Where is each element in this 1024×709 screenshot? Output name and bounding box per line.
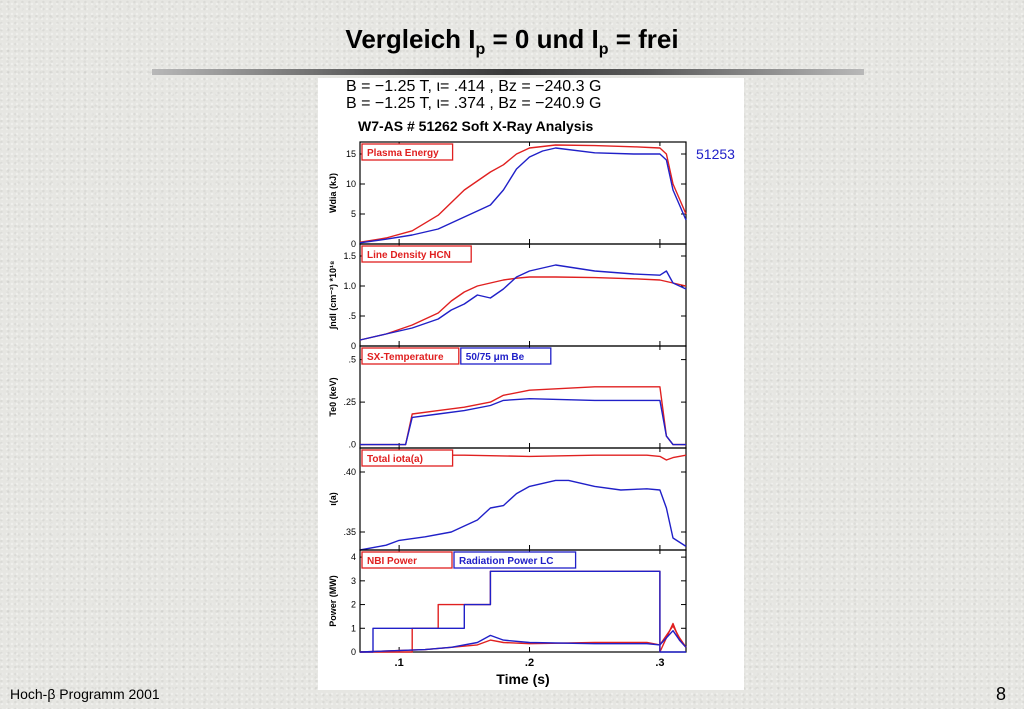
chart-svg: B = −1.25 T, ι= .414 , Bz = −240.3 G B =… [328, 78, 735, 687]
series-line-3-0 [399, 454, 687, 461]
series-line-2-0 [360, 386, 686, 446]
series-line-3-1 [359, 479, 687, 551]
y-tick-label-2-0: .0 [348, 440, 356, 450]
legend-box-0-0 [361, 143, 454, 161]
legend-label-3-0: Total iota(a) [367, 454, 423, 465]
y-axis-label-0: Wdia (kJ) [328, 173, 338, 213]
y-tick-label-3-0: .35 [343, 527, 356, 537]
x-axis-label: Time (s) [496, 671, 549, 687]
series-line-4-1 [360, 570, 686, 653]
y-tick-label-1-2: 1.0 [343, 281, 356, 291]
page-number: 8 [995, 684, 1006, 704]
legend-box-1-0 [361, 245, 472, 263]
y-tick-label-3-1: .40 [343, 467, 356, 477]
x-tick-label-0: .1 [395, 657, 404, 669]
slide-title: Vergleich Ip = 0 und Ip = frei [345, 24, 679, 59]
y-tick-label-4-2: 2 [351, 600, 356, 610]
series-line-1-0 [359, 276, 687, 341]
legend-box-2-0 [361, 347, 460, 365]
y-tick-label-2-1: .25 [343, 397, 356, 407]
legend-label-0-0: Plasma Energy [367, 148, 439, 159]
legend-label-1-0: Line Density HCN [367, 250, 451, 261]
y-tick-label-0-1: 5 [351, 209, 356, 219]
legend-box-4-1 [453, 551, 577, 569]
title-rule [152, 69, 864, 75]
shot-label: 51253 [696, 146, 735, 162]
legend-label-4-1: Radiation Power LC [459, 556, 553, 567]
y-tick-label-4-4: 4 [351, 552, 356, 562]
series-line-2-1 [360, 398, 686, 446]
y-tick-label-4-3: 3 [351, 576, 356, 586]
series-line-4-3 [359, 630, 687, 653]
series-line-0-1 [359, 147, 687, 244]
y-axis-label-4: Power (MW) [328, 575, 338, 627]
figure-panel: B = −1.25 T, ι= .414 , Bz = −240.3 G B =… [318, 78, 744, 690]
legend-label-2-0: SX-Temperature [367, 352, 444, 363]
y-tick-label-1-0: 0 [351, 341, 356, 351]
y-axis-label-1: ∫ndl (cm⁻²) *10¹⁸ [328, 261, 338, 330]
legend-label-2-1: 50/75 μm Be [466, 352, 525, 363]
legend-box-4-0 [361, 551, 453, 569]
x-tick-label-1: .2 [525, 657, 534, 669]
y-tick-label-0-3: 15 [346, 149, 356, 159]
panel-frame-4 [359, 549, 687, 653]
series-line-1-1 [359, 264, 687, 341]
legend-box-2-1 [460, 347, 552, 365]
header-line-1: B = −1.25 T, ι= .414 , Bz = −240.3 G [346, 78, 601, 95]
y-tick-label-0-0: 0 [351, 239, 356, 249]
y-tick-label-0-2: 10 [346, 179, 356, 189]
series-line-0-0 [359, 144, 687, 243]
y-axis-label-2: Te0 (keV) [328, 377, 338, 416]
legend-label-4-0: NBI Power [367, 556, 417, 567]
header-line-2: B = −1.25 T, ι= .374 , Bz = −240.9 G [346, 95, 601, 112]
y-tick-label-1-1: .5 [348, 311, 356, 321]
x-tick-label-2: .3 [655, 657, 664, 669]
y-tick-label-4-1: 1 [351, 623, 356, 633]
footer-program: Hoch-β Programm 2001 [10, 686, 160, 702]
y-axis-label-3: ι(a) [328, 492, 338, 506]
series-line-4-2 [359, 625, 687, 653]
series-line-4-0 [360, 570, 687, 653]
y-tick-label-4-0: 0 [351, 647, 356, 657]
y-tick-label-2-2: .5 [348, 355, 356, 365]
y-tick-label-1-3: 1.5 [343, 251, 356, 261]
header-line-3: W7-AS # 51262 Soft X-Ray Analysis [358, 118, 593, 134]
legend-box-3-0 [361, 449, 454, 467]
